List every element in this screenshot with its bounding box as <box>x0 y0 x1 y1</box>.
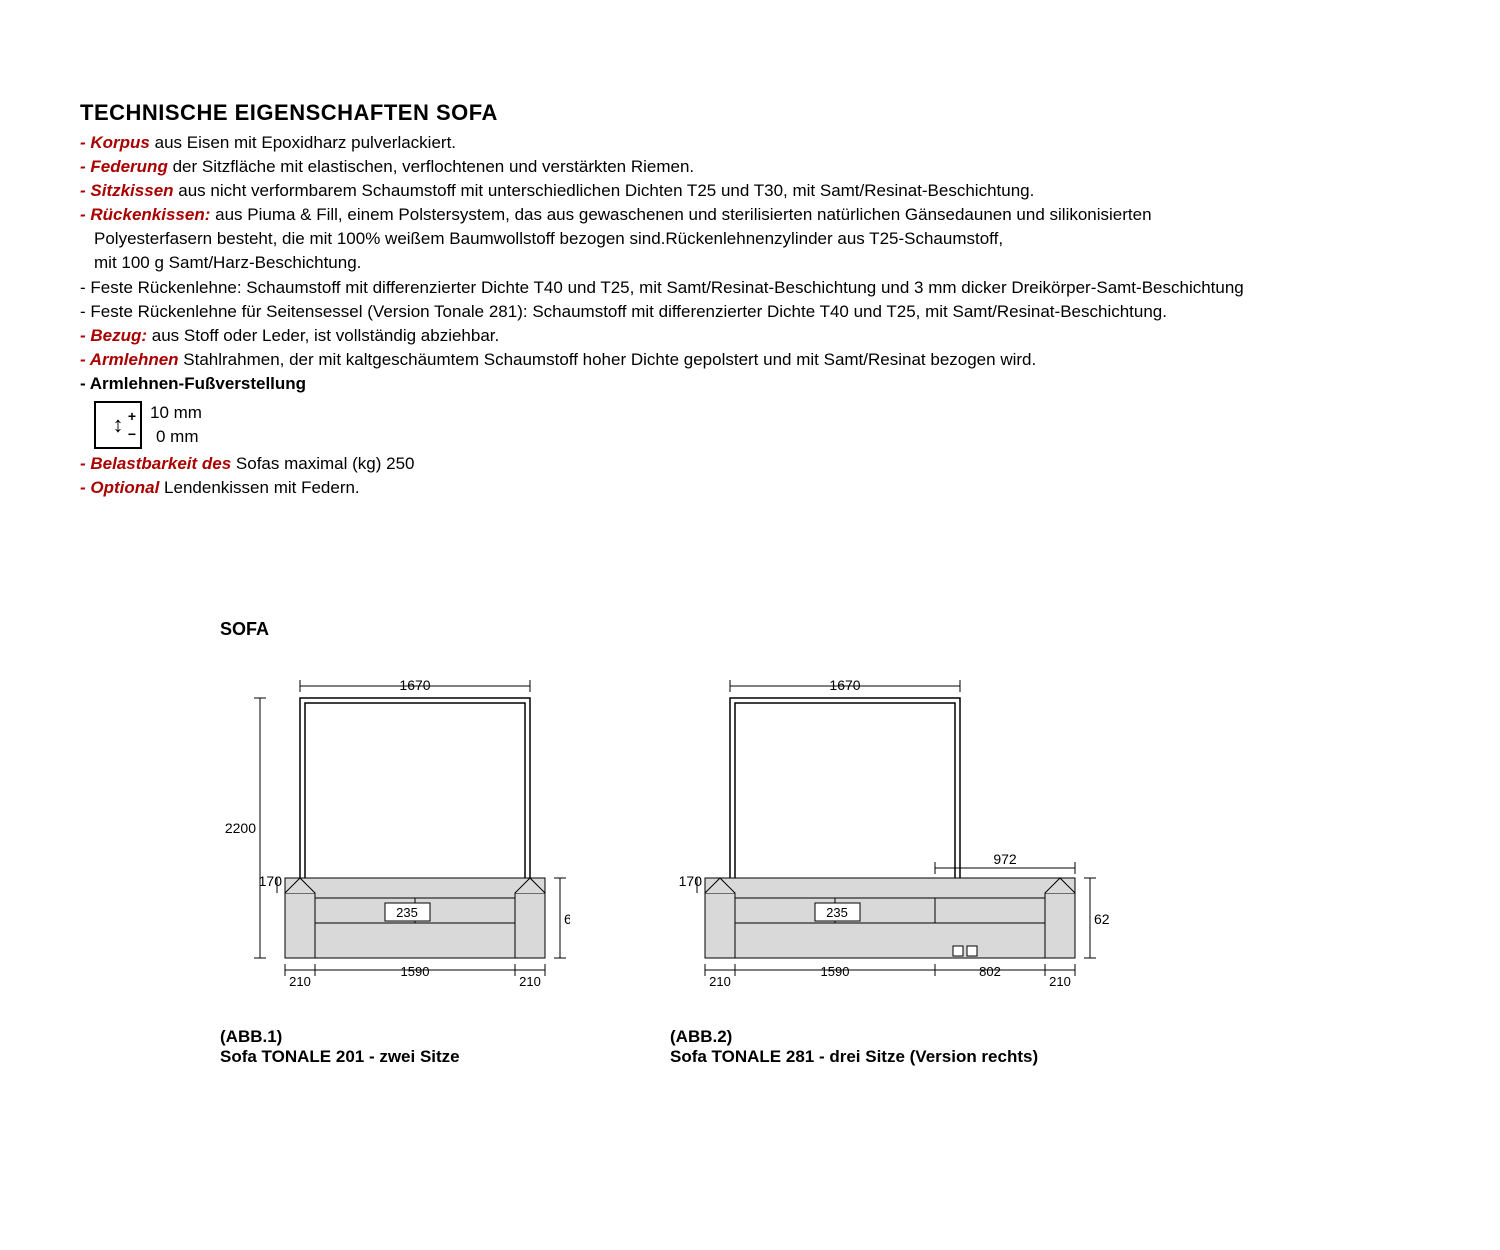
dim-top: 1670 <box>829 677 860 693</box>
figure-label: (ABB.2) <box>670 1027 1110 1047</box>
spec-text: aus Piuma & Fill, einem Polstersystem, d… <box>210 205 1151 224</box>
spec-text: aus nicht verformbarem Schaumstoff mit u… <box>174 181 1035 200</box>
adjust-min: 0 mm <box>156 425 202 449</box>
spec-text: Sofas maximal (kg) 250 <box>231 454 414 473</box>
sofa-diagram-1: 1670 2200 <box>220 668 570 1008</box>
dim-cushion: 235 <box>396 905 418 920</box>
section-title: SOFA <box>220 619 1420 640</box>
dim-chaise-b: 802 <box>979 964 1001 979</box>
up-down-arrow-icon: ↕ <box>113 414 124 436</box>
dim-seat: 1590 <box>401 964 430 979</box>
spec-text: aus Eisen mit Epoxidharz pulverlackiert. <box>150 133 456 152</box>
spec-text: Lendenkissen mit Federn. <box>159 478 359 497</box>
dim-left: 2200 <box>225 820 256 836</box>
spec-text: - Armlehnen-Fußverstellung <box>80 374 306 393</box>
dim-arm-l: 210 <box>709 974 731 989</box>
spec-text: mit 100 g Samt/Harz-Beschichtung. <box>94 253 361 272</box>
figure-desc: Sofa TONALE 201 - zwei Sitze <box>220 1047 570 1067</box>
sofa-diagram-2: 1670 <box>670 668 1110 1008</box>
figure-desc: Sofa TONALE 281 - drei Sitze (Version re… <box>670 1047 1110 1067</box>
spec-text: Polyesterfasern besteht, die mit 100% we… <box>94 229 1003 248</box>
dim-right: 625 <box>564 911 570 927</box>
spec-text: aus Stoff oder Leder, ist vollständig ab… <box>147 326 499 345</box>
page-title: TECHNISCHE EIGENSCHAFTEN SOFA <box>80 100 1420 126</box>
spec-text: - Feste Rückenlehne: Schaumstoff mit dif… <box>80 278 1244 297</box>
diagram-section: SOFA 1670 <box>220 619 1420 1067</box>
spec-label: - Armlehnen <box>80 350 179 369</box>
spec-label: - Belastbarkeit des <box>80 454 231 473</box>
dim-arm-r: 210 <box>519 974 541 989</box>
dim-arm-l: 210 <box>289 974 311 989</box>
dim-seat: 1590 <box>821 964 850 979</box>
dim-backrest: 170 <box>679 873 703 889</box>
adjust-max: 10 mm <box>150 401 202 425</box>
figure-1: 1670 2200 <box>220 668 570 1067</box>
spec-label: - Sitzkissen <box>80 181 174 200</box>
spec-label: - Bezug: <box>80 326 147 345</box>
spec-label: - Rückenkissen: <box>80 205 210 224</box>
adjust-icon: ↕ +− <box>94 401 142 449</box>
spec-text: - Feste Rückenlehne für Seitensessel (Ve… <box>80 302 1167 321</box>
figure-2: 1670 <box>670 668 1110 1067</box>
dim-right: 625 <box>1094 911 1110 927</box>
dim-arm-r: 210 <box>1049 974 1071 989</box>
spec-label: - Federung <box>80 157 168 176</box>
specs-list: - Korpus aus Eisen mit Epoxidharz pulver… <box>80 132 1420 499</box>
spec-text: der Sitzfläche mit elastischen, verfloch… <box>168 157 694 176</box>
figure-label: (ABB.1) <box>220 1027 570 1047</box>
spec-text: Stahlrahmen, der mit kaltgeschäumtem Sch… <box>179 350 1037 369</box>
dim-backrest: 170 <box>259 873 283 889</box>
dim-chaise-w: 972 <box>993 851 1017 867</box>
foot-adjustment-block: ↕ +− 10 mm 0 mm <box>94 401 1420 449</box>
spec-label: - Optional <box>80 478 159 497</box>
dim-top: 1670 <box>399 677 430 693</box>
spec-label: - Korpus <box>80 133 150 152</box>
dim-cushion: 235 <box>826 905 848 920</box>
